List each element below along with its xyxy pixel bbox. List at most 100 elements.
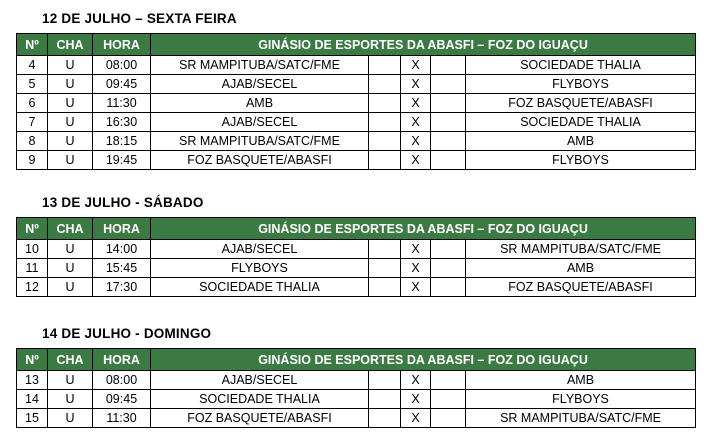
away-team-cell: FOZ BASQUETE/ABASFI: [464, 93, 697, 113]
section-title: 12 DE JULHO – SEXTA FEIRA: [42, 11, 237, 26]
versus-cell: X: [400, 389, 431, 409]
match-time-cell: 08:00: [92, 370, 151, 390]
match-time-cell: 08:00: [92, 55, 151, 75]
home-team-cell: AMB: [150, 93, 369, 113]
match-time-cell: 09:45: [92, 389, 151, 409]
header-cell-cha: CHA: [47, 348, 93, 371]
away-team-cell: SOCIEDADE THALIA: [464, 112, 697, 132]
away-team-cell: FLYBOYS: [464, 74, 697, 94]
match-cha-cell: U: [47, 112, 93, 132]
versus-cell: X: [400, 131, 431, 151]
versus-cell: X: [400, 150, 431, 170]
match-time-cell: 11:30: [92, 93, 151, 113]
home-team-cell: SOCIEDADE THALIA: [150, 389, 369, 409]
match-time-cell: 18:15: [92, 131, 151, 151]
table-body: 13 U 08:00 AJAB/SECEL X AMB 14 U 09:45 S…: [16, 370, 697, 428]
match-number-cell: 8: [16, 131, 48, 151]
match-row: 10 U 14:00 AJAB/SECEL X SR MAMPITUBA/SAT…: [16, 239, 697, 259]
table-header-row: Nº CHA HORA GINÁSIO DE ESPORTES DA ABASF…: [16, 33, 697, 56]
schedule-table: Nº CHA HORA GINÁSIO DE ESPORTES DA ABASF…: [16, 348, 697, 428]
match-number-cell: 7: [16, 112, 48, 132]
header-cell-number: Nº: [16, 217, 48, 240]
away-team-cell: FLYBOYS: [464, 389, 697, 409]
away-team-cell: SR MAMPITUBA/SATC/FME: [464, 239, 697, 259]
home-team-cell: FOZ BASQUETE/ABASFI: [150, 408, 369, 428]
away-team-cell: FLYBOYS: [464, 150, 697, 170]
match-row: 12 U 17:30 SOCIEDADE THALIA X FOZ BASQUE…: [16, 277, 697, 297]
empty-spacer-cell: [368, 74, 401, 94]
header-cell-time: HORA: [92, 33, 151, 56]
schedule-table: Nº CHA HORA GINÁSIO DE ESPORTES DA ABASF…: [16, 217, 697, 297]
home-team-cell: AJAB/SECEL: [150, 112, 369, 132]
empty-spacer-cell: [368, 408, 401, 428]
match-cha-cell: U: [47, 55, 93, 75]
header-cell-time: HORA: [92, 348, 151, 371]
away-team-cell: SR MAMPITUBA/SATC/FME: [464, 408, 697, 428]
header-cell-cha: CHA: [47, 217, 93, 240]
table-body: 4 U 08:00 SR MAMPITUBA/SATC/FME X SOCIED…: [16, 55, 697, 170]
table-body: 10 U 14:00 AJAB/SECEL X SR MAMPITUBA/SAT…: [16, 239, 697, 297]
match-row: 9 U 19:45 FOZ BASQUETE/ABASFI X FLYBOYS: [16, 150, 697, 170]
header-cell-time: HORA: [92, 217, 151, 240]
away-team-cell: AMB: [464, 131, 697, 151]
header-cell-cha: CHA: [47, 33, 93, 56]
home-team-cell: SOCIEDADE THALIA: [150, 277, 369, 297]
away-team-cell: FOZ BASQUETE/ABASFI: [464, 277, 697, 297]
home-team-cell: AJAB/SECEL: [150, 239, 369, 259]
match-time-cell: 15:45: [92, 258, 151, 278]
empty-spacer-cell: [368, 112, 401, 132]
empty-spacer-cell: [368, 55, 401, 75]
empty-spacer-cell: [368, 258, 401, 278]
match-time-cell: 11:30: [92, 408, 151, 428]
match-cha-cell: U: [47, 408, 93, 428]
match-number-cell: 9: [16, 150, 48, 170]
empty-spacer-cell: [430, 370, 466, 390]
home-team-cell: SR MAMPITUBA/SATC/FME: [150, 55, 369, 75]
versus-cell: X: [400, 112, 431, 132]
match-cha-cell: U: [47, 239, 93, 259]
home-team-cell: AJAB/SECEL: [150, 74, 369, 94]
empty-spacer-cell: [430, 74, 466, 94]
schedule-table: Nº CHA HORA GINÁSIO DE ESPORTES DA ABASF…: [16, 33, 697, 170]
match-cha-cell: U: [47, 370, 93, 390]
away-team-cell: SOCIEDADE THALIA: [464, 55, 697, 75]
header-cell-number: Nº: [16, 33, 48, 56]
header-cell-venue: GINÁSIO DE ESPORTES DA ABASFI – FOZ DO I…: [149, 33, 697, 56]
match-cha-cell: U: [47, 131, 93, 151]
match-row: 8 U 18:15 SR MAMPITUBA/SATC/FME X AMB: [16, 131, 697, 151]
empty-spacer-cell: [430, 112, 466, 132]
section-title: 14 DE JULHO - DOMINGO: [42, 326, 212, 341]
versus-cell: X: [400, 370, 431, 390]
match-cha-cell: U: [47, 258, 93, 278]
empty-spacer-cell: [430, 408, 466, 428]
schedule-section: 13 DE JULHO - SÁBADO Nº CHA HORA GINÁSIO…: [16, 194, 714, 297]
empty-spacer-cell: [368, 131, 401, 151]
empty-spacer-cell: [430, 239, 466, 259]
schedule-section: 12 DE JULHO – SEXTA FEIRA Nº CHA HORA GI…: [16, 10, 714, 170]
home-team-cell: FLYBOYS: [150, 258, 369, 278]
match-time-cell: 16:30: [92, 112, 151, 132]
empty-spacer-cell: [368, 389, 401, 409]
header-cell-venue: GINÁSIO DE ESPORTES DA ABASFI – FOZ DO I…: [149, 217, 697, 240]
match-number-cell: 6: [16, 93, 48, 113]
match-row: 5 U 09:45 AJAB/SECEL X FLYBOYS: [16, 74, 697, 94]
empty-spacer-cell: [430, 55, 466, 75]
away-team-cell: AMB: [464, 370, 697, 390]
empty-spacer-cell: [430, 93, 466, 113]
match-time-cell: 14:00: [92, 239, 151, 259]
match-number-cell: 14: [16, 389, 48, 409]
match-cha-cell: U: [47, 277, 93, 297]
match-cha-cell: U: [47, 93, 93, 113]
match-number-cell: 13: [16, 370, 48, 390]
versus-cell: X: [400, 93, 431, 113]
versus-cell: X: [400, 277, 431, 297]
match-number-cell: 15: [16, 408, 48, 428]
home-team-cell: AJAB/SECEL: [150, 370, 369, 390]
match-number-cell: 12: [16, 277, 48, 297]
empty-spacer-cell: [368, 239, 401, 259]
empty-spacer-cell: [368, 277, 401, 297]
empty-spacer-cell: [430, 389, 466, 409]
match-row: 14 U 09:45 SOCIEDADE THALIA X FLYBOYS: [16, 389, 697, 409]
empty-spacer-cell: [430, 258, 466, 278]
